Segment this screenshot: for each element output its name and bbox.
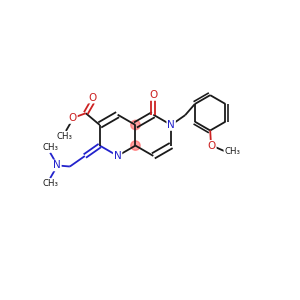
Circle shape xyxy=(131,141,140,150)
Text: CH₃: CH₃ xyxy=(42,179,58,188)
Text: O: O xyxy=(69,113,77,123)
Text: O: O xyxy=(88,93,96,103)
Circle shape xyxy=(131,120,140,130)
Text: N: N xyxy=(167,120,175,130)
Text: O: O xyxy=(149,90,158,100)
Text: CH₃: CH₃ xyxy=(224,147,240,156)
Text: CH₃: CH₃ xyxy=(42,143,58,152)
Text: N: N xyxy=(53,160,61,170)
Text: O: O xyxy=(208,141,216,151)
Text: N: N xyxy=(114,151,122,161)
Text: CH₃: CH₃ xyxy=(56,132,73,141)
